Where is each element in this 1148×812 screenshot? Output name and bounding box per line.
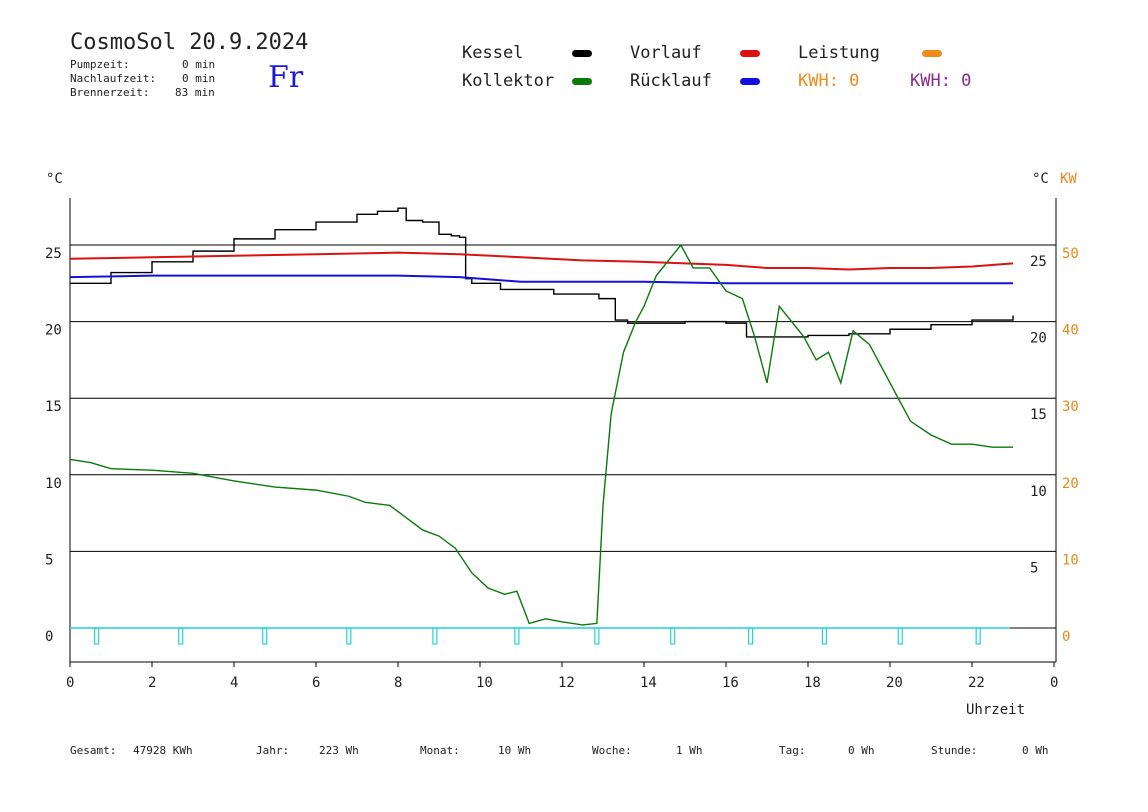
y-tick-left-15: 15	[45, 399, 62, 415]
marker-cyan-5	[514, 627, 520, 645]
series-line-0	[70, 207, 1014, 338]
stat-pumpzeit-value: 0 min	[182, 58, 216, 71]
y-tick-left-5: 5	[45, 552, 53, 568]
stat-nachlaufzeit-label: Nachlaufzeit:	[70, 72, 157, 85]
footer-monat-label: Monat:	[420, 744, 460, 757]
x-tick-label-7: 14	[640, 675, 657, 691]
footer-monat-value: 10 Wh	[498, 744, 532, 757]
stat-pumpzeit-label: Pumpzeit:	[70, 58, 130, 71]
x-tick-label-9: 18	[804, 675, 821, 691]
footer-jahr-label: Jahr:	[256, 744, 290, 757]
stat-nachlaufzeit-value: 0 min	[182, 72, 216, 85]
legend-leistung-label: Leistung	[798, 43, 880, 63]
marker-cyan-0	[94, 627, 100, 645]
legend-kwh-purple: KWH: 0	[910, 71, 972, 91]
marker-cyan-4	[432, 627, 438, 645]
legend-vorlauf-swatch	[740, 50, 760, 57]
marker-cyan-1	[178, 627, 184, 645]
x-tick-label-5: 10	[476, 675, 493, 691]
y-tick-left-10: 10	[45, 476, 62, 492]
footer-stunde-label: Stunde:	[931, 744, 978, 757]
y-tick-right-kw-0: 0	[1062, 629, 1070, 645]
stat-brennerzeit-label: Brennerzeit:	[70, 86, 150, 99]
legend-kollektor-swatch	[572, 78, 592, 85]
footer-stunde-value: 0 Wh	[1022, 744, 1049, 757]
x-tick-label-11: 22	[968, 675, 985, 691]
left-axis-unit: °C	[46, 171, 63, 187]
y-tick-right-kw-30: 30	[1062, 399, 1079, 415]
y-tick-right-kw-10: 10	[1062, 552, 1079, 568]
y-tick-right-kw-50: 50	[1062, 246, 1079, 262]
x-axis-label: Uhrzeit	[966, 702, 1026, 718]
x-tick-label-2: 4	[230, 675, 238, 691]
y-tick-right-c-25: 25	[1030, 254, 1047, 270]
series-line-1	[69, 251, 1014, 271]
x-tick-label-1: 2	[148, 675, 156, 691]
footer-tag-value: 0 Wh	[848, 744, 875, 757]
y-tick-right-c-15: 15	[1030, 407, 1047, 423]
footer-woche-value: 1 Wh	[676, 744, 703, 757]
marker-cyan-11	[975, 627, 981, 645]
marker-cyan-6	[594, 627, 600, 645]
weekday-label: Fr	[268, 60, 304, 95]
marker-cyan-2	[262, 627, 268, 645]
series-line-3	[69, 243, 1013, 626]
marker-cyan-9	[821, 627, 828, 645]
footer-jahr-value: 223 Wh	[319, 744, 359, 757]
legend-ruecklauf-label: Rücklauf	[630, 71, 712, 91]
x-tick-label-10: 20	[886, 675, 903, 691]
chart-title: CosmoSol 20.9.2024	[70, 30, 309, 55]
y-tick-right-c-20: 20	[1030, 331, 1047, 347]
marker-cyan-3	[346, 627, 352, 645]
y-tick-right-kw-40: 40	[1062, 323, 1079, 339]
footer-gesamt-label: Gesamt:	[70, 744, 117, 757]
marker-cyan-10	[897, 627, 903, 645]
legend-ruecklauf-swatch	[740, 78, 760, 85]
footer-gesamt-value: 47928 KWh	[133, 744, 193, 757]
y-tick-right-kw-20: 20	[1062, 476, 1079, 492]
y-tick-right-c-10: 10	[1030, 484, 1047, 500]
legend-kessel-swatch	[572, 50, 592, 57]
x-tick-label-4: 8	[394, 675, 402, 691]
right-axis-unit-kw: KW	[1060, 171, 1077, 187]
stat-brennerzeit-value: 83 min	[175, 86, 215, 99]
legend-vorlauf-label: Vorlauf	[630, 43, 702, 63]
footer-woche-label: Woche:	[592, 744, 632, 757]
x-tick-label-8: 16	[722, 675, 739, 691]
x-tick-label-6: 12	[558, 675, 575, 691]
legend-kessel-label: Kessel	[462, 43, 524, 63]
y-tick-left-25: 25	[45, 246, 62, 262]
legend-kollektor-label: Kollektor	[462, 71, 555, 91]
y-tick-right-c-5: 5	[1030, 560, 1038, 576]
x-tick-label-0: 0	[66, 675, 74, 691]
x-tick-label-12: 0	[1050, 675, 1058, 691]
y-tick-left-0: 0	[45, 629, 53, 645]
marker-cyan-7	[670, 627, 676, 645]
right-axis-unit: °C	[1032, 171, 1049, 187]
legend-leistung-swatch	[922, 50, 942, 57]
x-tick-label-3: 6	[312, 675, 320, 691]
marker-cyan-8	[747, 627, 754, 645]
series-line-2	[69, 274, 1013, 285]
legend-kwh-orange: KWH: 0	[798, 71, 860, 91]
y-tick-left-20: 20	[45, 323, 62, 339]
footer-tag-label: Tag:	[779, 744, 806, 757]
